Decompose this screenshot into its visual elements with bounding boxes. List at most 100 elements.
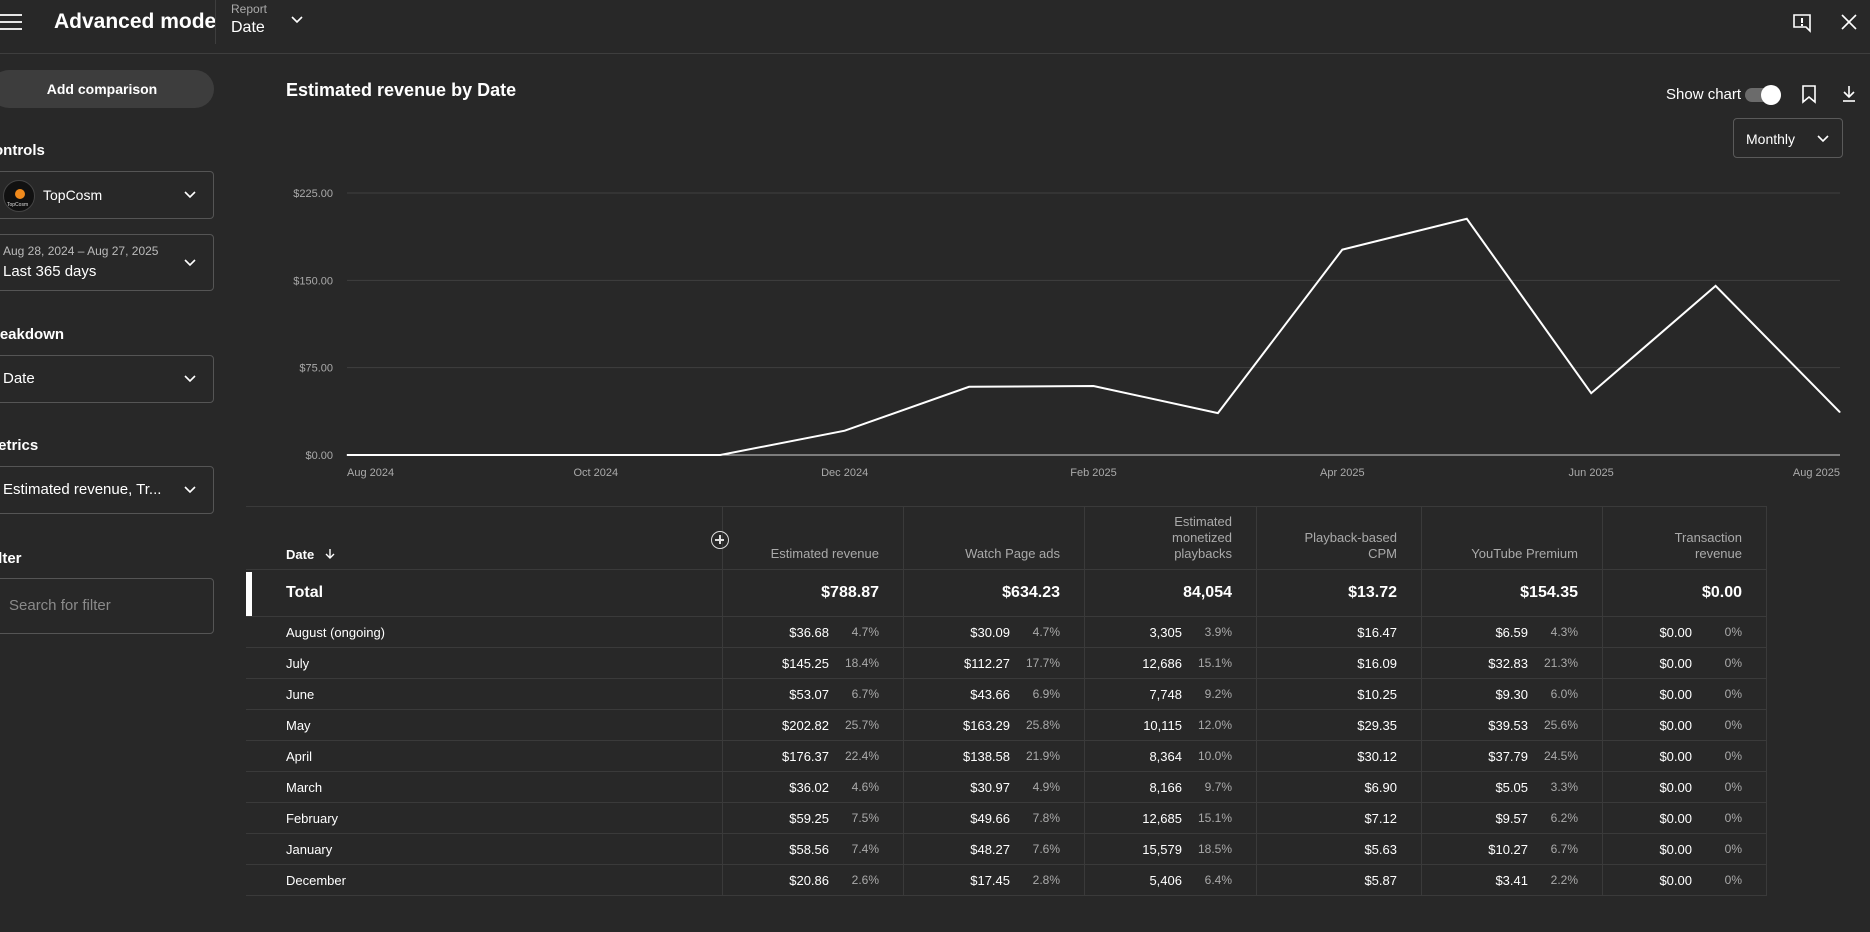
cell-value: $48.27	[970, 842, 1010, 857]
channel-name: TopCosm	[43, 187, 103, 203]
total-value: $13.72	[1348, 584, 1397, 601]
cell-value: $53.07	[789, 687, 829, 702]
total-row-marker	[246, 572, 252, 616]
cell-value: $59.25	[789, 811, 829, 826]
filter-heading: ilter	[0, 550, 22, 567]
column-header-playback-cpm[interactable]: Playback-based CPM	[1304, 530, 1398, 561]
cell-percent: 6.7%	[1550, 842, 1578, 856]
breakdown-value: Date	[3, 370, 35, 387]
column-header-youtube-premium[interactable]: YouTube Premium	[1471, 546, 1578, 561]
cell-percent: 15.1%	[1197, 656, 1232, 670]
x-tick-label: Aug 2025	[1793, 467, 1840, 479]
x-tick-label: Dec 2024	[821, 467, 868, 479]
cell-value: $0.00	[1659, 780, 1692, 795]
metrics-value: Estimated revenue, Tr...	[3, 481, 162, 498]
cell-value: $0.00	[1659, 842, 1692, 857]
table-row[interactable]: December $20.86 2.6% $17.45 2.8% 5,406 6.4% $5.…	[246, 865, 1767, 896]
x-tick-label: Apr 2025	[1320, 467, 1365, 479]
cell-percent: 6.4%	[1204, 873, 1232, 887]
column-header-transaction-revenue[interactable]: Transaction revenue	[1674, 530, 1742, 561]
close-icon[interactable]	[1840, 13, 1858, 31]
metrics-heading: letrics	[0, 437, 39, 454]
show-chart-toggle[interactable]	[1745, 85, 1781, 105]
column-header-date[interactable]: Date	[286, 547, 336, 562]
x-tick-label: Aug 2024	[347, 467, 394, 479]
metrics-selector[interactable]: Estimated revenue, Tr...	[0, 466, 214, 514]
row-date-label: April	[286, 749, 313, 764]
breakdown-selector[interactable]: Date	[0, 355, 214, 403]
cell-percent: 7.6%	[1032, 842, 1060, 856]
cell-value: $0.00	[1659, 811, 1692, 826]
date-range-sub: Aug 28, 2024 – Aug 27, 2025	[3, 244, 159, 258]
bookmark-icon[interactable]	[1801, 84, 1817, 104]
x-tick-label: Feb 2025	[1070, 467, 1116, 479]
table-row[interactable]: March $36.02 4.6% $30.97 4.9% 8,166 9.7% $6.90 $…	[246, 772, 1767, 803]
menu-icon[interactable]	[0, 13, 22, 31]
data-point	[968, 386, 970, 388]
cell-value: $39.53	[1488, 718, 1528, 733]
data-point	[1715, 285, 1717, 287]
date-range-value: Last 365 days	[3, 263, 97, 280]
cell-percent: 4.9%	[1032, 780, 1060, 794]
interval-value: Monthly	[1746, 131, 1796, 147]
cell-percent: 7.5%	[851, 811, 879, 825]
total-value: $154.35	[1520, 584, 1578, 601]
cell-value: $112.27	[963, 656, 1010, 671]
cell-value: $36.68	[789, 625, 829, 640]
cell-percent: 0%	[1724, 842, 1742, 856]
cell-percent: 3.9%	[1204, 625, 1232, 639]
column-header-monetized-playbacks[interactable]: Estimated monetized playbacks	[1172, 514, 1232, 561]
column-header-watch-page-ads[interactable]: Watch Page ads	[965, 546, 1060, 561]
table-row[interactable]: April $176.37 22.4% $138.58 21.9% 8,364 10.0% $…	[246, 741, 1767, 772]
interval-dropdown[interactable]: Monthly	[1733, 118, 1843, 158]
cell-value: $43.66	[970, 687, 1010, 702]
table-row[interactable]: January $58.56 7.4% $48.27 7.6% 15,579 18.5% $5…	[246, 834, 1767, 865]
cell-percent: 0%	[1724, 811, 1742, 825]
cell-percent: 18.4%	[844, 656, 879, 670]
table-row[interactable]: July $145.25 18.4% $112.27 17.7% 12,686 15.1% $…	[246, 648, 1767, 679]
chart-title: Estimated revenue by Date	[286, 80, 517, 100]
cell-percent: 4.7%	[851, 625, 879, 639]
cell-percent: 12.0%	[1197, 718, 1232, 732]
sort-arrow-down-icon	[325, 549, 335, 559]
cell-value: $10.25	[1357, 687, 1397, 702]
filter-search-input[interactable]: Search for filter	[0, 578, 214, 634]
table-body: August (ongoing) $36.68 4.7% $30.09 4.7% 3,30…	[246, 617, 1767, 896]
row-date-label: June	[286, 687, 315, 702]
table-row[interactable]: August (ongoing) $36.68 4.7% $30.09 4.7% 3,30…	[246, 617, 1767, 648]
cell-percent: 0%	[1724, 625, 1742, 639]
channel-selector[interactable]: TopCosm TopCosm	[0, 171, 214, 219]
cell-value: $176.37	[782, 749, 829, 764]
cell-percent: 25.8%	[1025, 718, 1060, 732]
date-range-selector[interactable]: Aug 28, 2024 – Aug 27, 2025 Last 365 day…	[0, 234, 214, 291]
add-comparison-button[interactable]: Add comparison	[0, 70, 214, 108]
data-point	[1217, 412, 1219, 414]
data-point	[844, 430, 846, 432]
cell-percent: 7.4%	[851, 842, 879, 856]
row-date-label: January	[286, 842, 333, 857]
chevron-down-icon[interactable]	[290, 15, 304, 25]
cell-percent: 25.7%	[844, 718, 879, 732]
column-header-estimated-revenue[interactable]: Estimated revenue	[770, 546, 879, 561]
cell-value: $30.97	[970, 780, 1010, 795]
cell-percent: 15.1%	[1197, 811, 1232, 825]
row-date-label: July	[286, 656, 310, 671]
data-point	[1839, 411, 1841, 413]
table-row[interactable]: June $53.07 6.7% $43.66 6.9% 7,748 9.2% $10.25 $…	[246, 679, 1767, 710]
download-icon[interactable]	[1841, 84, 1857, 104]
table-row[interactable]: February $59.25 7.5% $49.66 7.8% 12,685 15.1% $…	[246, 803, 1767, 834]
cell-percent: 0%	[1724, 873, 1742, 887]
revenue-line-chart: $0.00 $75.00 $150.00 $225.00 Aug 2024 Oct 202…	[293, 188, 1841, 479]
feedback-icon[interactable]	[1792, 13, 1812, 33]
add-column-icon[interactable]	[711, 531, 729, 549]
cell-percent: 10.0%	[1197, 749, 1232, 763]
cell-percent: 6.7%	[851, 687, 879, 701]
report-value: Date	[231, 19, 265, 36]
report-selector[interactable]: Report Date	[231, 2, 267, 37]
cell-value: 8,166	[1149, 780, 1182, 795]
top-app-bar: Advanced mode Report Date	[0, 0, 1870, 54]
data-point	[1093, 385, 1094, 387]
data-table: Date Estimated revenue Watch Page ads Es…	[246, 506, 1767, 896]
table-row[interactable]: May $202.82 25.7% $163.29 25.8% 10,115 12.0% $2…	[246, 710, 1767, 741]
cell-value: $30.12	[1357, 749, 1397, 764]
